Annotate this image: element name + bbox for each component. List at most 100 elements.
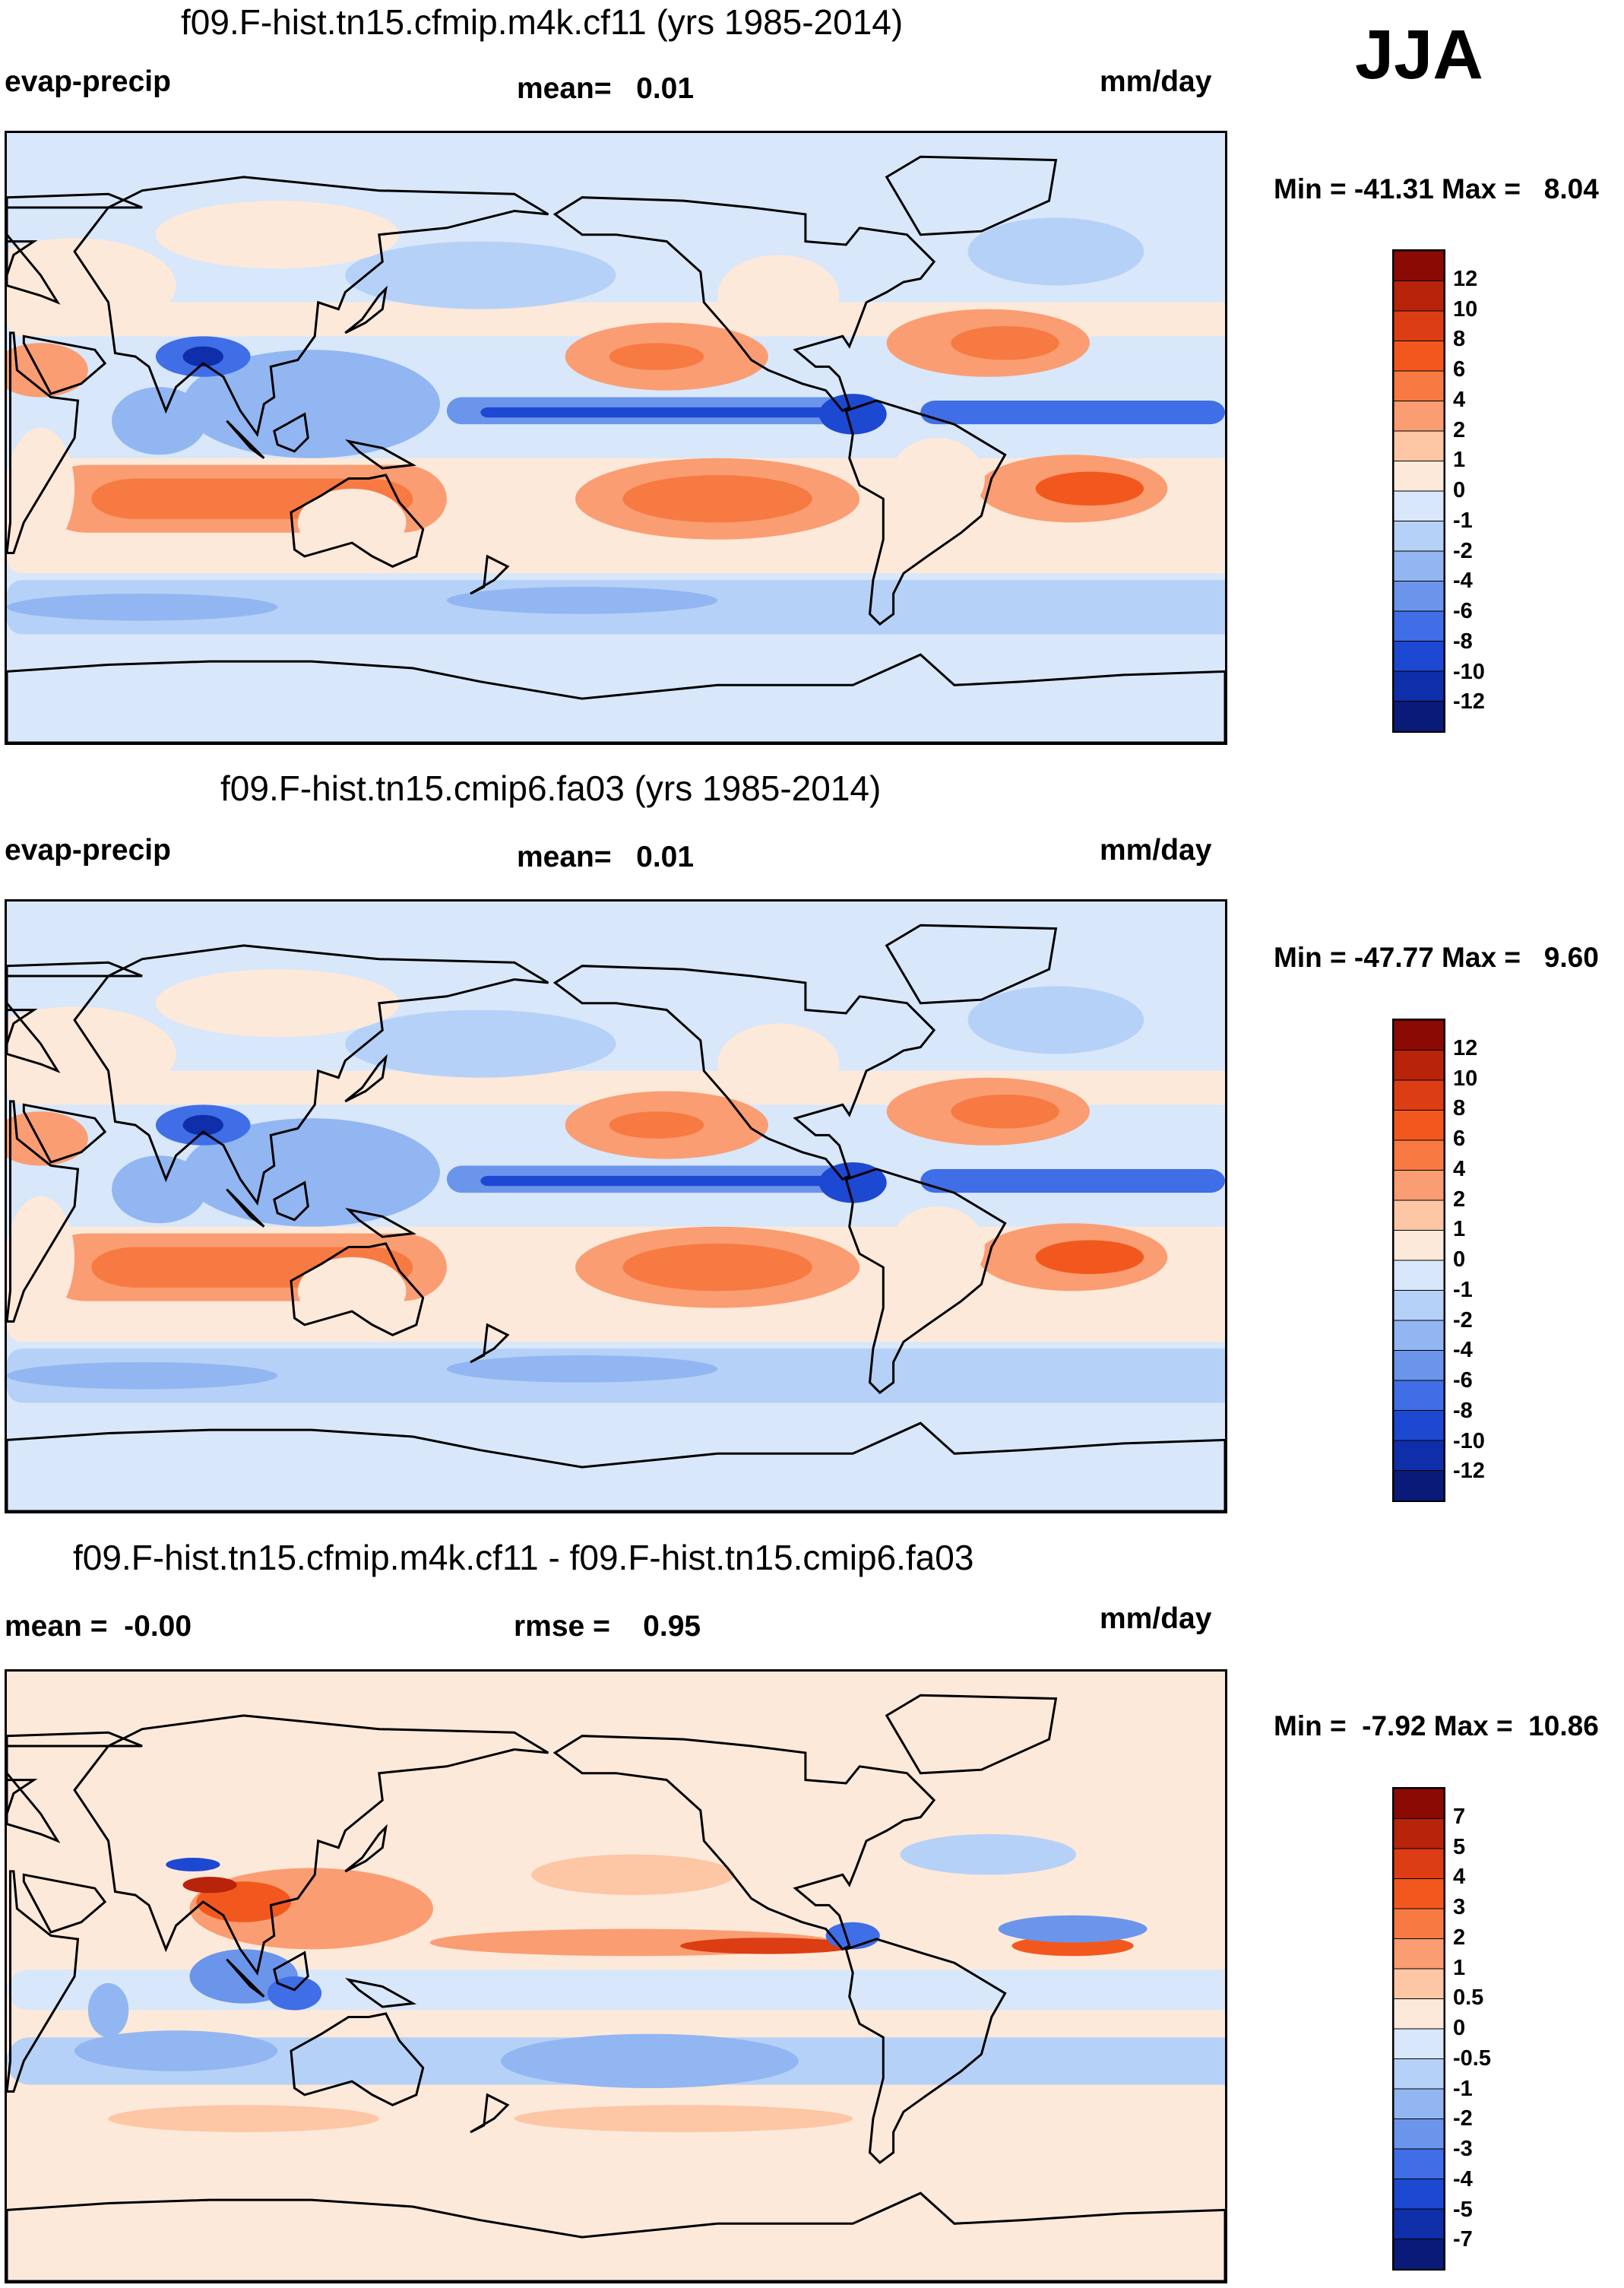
arabian-max [7, 343, 88, 398]
coastline [470, 2093, 510, 2134]
colorbar-swatch [1394, 1938, 1444, 1970]
colorbar-swatch [1394, 1410, 1444, 1441]
colorbar-swatch [1394, 1998, 1444, 2030]
coastline [470, 554, 510, 595]
colorbar-tick-label: 0.5 [1453, 1985, 1484, 2011]
colorbar-tick-label: 12 [1453, 1035, 1478, 1060]
colorbar-swatch [1394, 1260, 1444, 1291]
colorbar-swatch [1394, 581, 1444, 612]
australia-land [297, 1256, 407, 1325]
coastline [73, 176, 549, 438]
coastline [344, 1054, 388, 1103]
coastline [885, 1694, 1058, 1775]
colorbar-swatch [1394, 1050, 1444, 1081]
itcz-atlantic [920, 1168, 1225, 1193]
arabian-neg [87, 1982, 129, 2038]
colorbar-swatch [1394, 1079, 1444, 1111]
coastline [7, 1779, 38, 1814]
colorbar-swatch [1394, 1440, 1444, 1472]
colorbar-swatch [1394, 2148, 1444, 2180]
coastline [844, 399, 1007, 626]
colorbar-tick-label: 1 [1453, 1217, 1466, 1242]
coastline [290, 1242, 425, 1336]
monsoon-core [182, 1114, 223, 1136]
colorbar-tick-label: 4 [1453, 1156, 1466, 1181]
n-atlantic-neg [900, 1833, 1077, 1875]
colorbar-swatch [1394, 1290, 1444, 1321]
colorbar-tick-label: -4 [1453, 2166, 1473, 2191]
colorbar-tick-label: 2 [1453, 1187, 1466, 1212]
colorbar-swatch [1394, 521, 1444, 552]
colorbar-swatch [1394, 1230, 1444, 1261]
ne-pacific-pos [531, 1854, 735, 1896]
colorbar-tick-label: -12 [1453, 1459, 1485, 1484]
colorbar-swatch [1394, 1320, 1444, 1352]
colorbar-swatch [1394, 1110, 1444, 1141]
colorbar-swatch [1394, 610, 1444, 642]
itcz-atlantic [920, 400, 1225, 425]
warm-pool [182, 1118, 440, 1227]
n-america-land [717, 1023, 840, 1105]
south-pacific-neg [501, 2033, 799, 2089]
southern-pos [108, 2105, 379, 2132]
colorbar-tick-label: -7 [1453, 2227, 1473, 2252]
siberia-land [155, 201, 400, 269]
coastline [273, 412, 309, 453]
coastline [290, 2012, 425, 2106]
coastline [345, 1978, 417, 2008]
atlantic-neg [998, 1915, 1148, 1943]
coastline [73, 1714, 549, 1976]
colorbar-tick-label: 6 [1453, 357, 1466, 382]
colorbar-swatch [1394, 1878, 1444, 1909]
tibet-neg [166, 1858, 220, 1871]
indian-neg [74, 2030, 278, 2071]
colorbar-swatch [1394, 430, 1444, 462]
colorbar-tick-label: -6 [1453, 1368, 1473, 1393]
colorbar-swatch [1394, 1139, 1444, 1171]
panel-2-units-label: mm/day [1100, 834, 1212, 867]
siberia-land [155, 969, 400, 1038]
panel-1-map [5, 131, 1227, 745]
colorbar-tick-label: 1 [1453, 448, 1466, 473]
coastline [345, 439, 417, 470]
colorbar-swatch [1394, 1789, 1444, 1820]
colorbar-swatch [1394, 1968, 1444, 2000]
colorbar-tick-label: 8 [1453, 1096, 1466, 1121]
colorbar-tick-label: -10 [1453, 659, 1485, 684]
colorbar-tick-label: 12 [1453, 266, 1478, 291]
coastline [290, 474, 425, 568]
itcz-pos-core [680, 1938, 856, 1954]
n-atlantic-core [951, 325, 1059, 360]
colorbar-tick-label: -6 [1453, 599, 1473, 623]
africa-land [7, 1196, 75, 1319]
n-pacific-storm-track [345, 241, 616, 309]
colorbar-swatch [1394, 701, 1444, 731]
panel-3-units-label: mm/day [1100, 1602, 1212, 1635]
coastline [344, 285, 388, 334]
coastline [7, 1870, 80, 2093]
panel-2-title: f09.F-hist.tn15.cmip6.fa03 (yrs 1985-201… [220, 768, 882, 808]
panel-3-map [5, 1669, 1227, 2283]
season-label: JJA [1355, 16, 1483, 93]
colorbar-swatch [1394, 401, 1444, 432]
coastline [344, 1824, 388, 1873]
southern-ocean-band [446, 1355, 718, 1383]
africa-land [7, 427, 75, 550]
panel-1-title: f09.F-hist.tn15.cfmip.m4k.cf11 (yrs 1985… [181, 2, 904, 42]
colorbar-swatch [1394, 341, 1444, 372]
n-atlantic-core [951, 1094, 1059, 1129]
colorbar-swatch [1394, 280, 1444, 312]
colorbar-tick-label: 1 [1453, 1955, 1466, 1980]
colorbar-swatch [1394, 1350, 1444, 1381]
itcz-pacific-core [480, 407, 847, 418]
s-america-land [890, 438, 985, 519]
colorbar-swatch [1394, 1170, 1444, 1201]
coastline [7, 1731, 143, 1843]
s-atlantic-core [1035, 471, 1144, 506]
n-america-land [717, 255, 840, 337]
colorbar-tick-label: -2 [1453, 1307, 1473, 1333]
colorbar-tick-label: 6 [1453, 1127, 1466, 1151]
coastline [22, 1103, 107, 1164]
colorbar-tick-label: -0.5 [1453, 2046, 1491, 2071]
colorbar-tick-label: 0 [1453, 2016, 1466, 2040]
